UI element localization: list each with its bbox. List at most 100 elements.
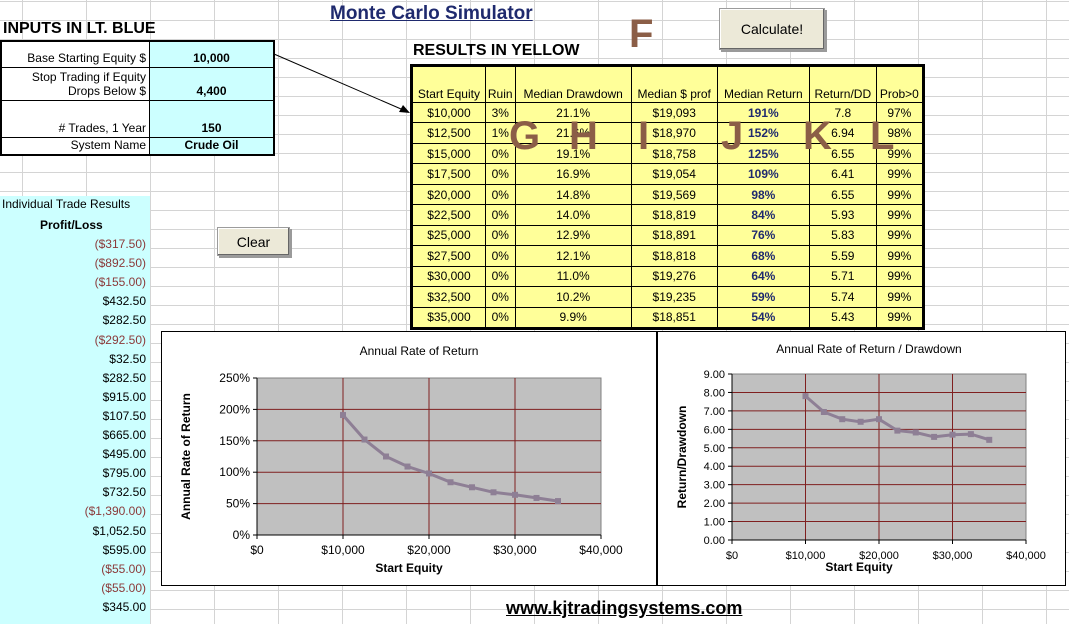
results-cell[interactable]: 5.83 xyxy=(808,224,877,247)
trade-result-cell[interactable]: $915.00 xyxy=(102,389,146,404)
results-cell[interactable]: 16.9% xyxy=(514,163,632,185)
results-cell[interactable]: 99% xyxy=(875,163,924,185)
results-cell[interactable]: $19,054 xyxy=(630,163,718,185)
results-cell[interactable]: 84% xyxy=(716,204,810,226)
results-cell[interactable]: 99% xyxy=(875,265,924,288)
results-cell[interactable]: 54% xyxy=(716,306,810,329)
base-equity-label: Base Starting Equity $ xyxy=(2,42,150,67)
data-point xyxy=(894,427,901,434)
results-cell[interactable]: 68% xyxy=(716,245,810,267)
results-cell[interactable]: 0% xyxy=(484,286,516,308)
results-cell[interactable]: 0% xyxy=(484,142,516,165)
results-cell[interactable]: 9.9% xyxy=(514,306,632,329)
results-cell[interactable]: $35,000 xyxy=(412,306,486,329)
results-cell[interactable]: $10,000 xyxy=(412,101,486,124)
trade-result-cell[interactable]: $345.00 xyxy=(102,599,146,614)
results-header-cell: Return/DD xyxy=(808,66,877,103)
results-cell[interactable]: 109% xyxy=(716,163,810,185)
results-cell[interactable]: 11.0% xyxy=(514,265,632,288)
results-cell[interactable]: 99% xyxy=(875,245,924,267)
system-name-input[interactable]: Crude Oil xyxy=(150,138,273,154)
results-cell[interactable]: 0% xyxy=(484,183,516,206)
results-cell[interactable]: 21.6% xyxy=(514,122,632,144)
results-cell[interactable]: $19,235 xyxy=(630,286,718,308)
trade-result-cell[interactable]: ($55.00) xyxy=(101,580,146,595)
trade-result-cell[interactable]: ($892.50) xyxy=(94,256,146,271)
results-cell[interactable]: 0% xyxy=(484,204,516,226)
results-cell[interactable]: $19,569 xyxy=(630,183,718,206)
trade-result-cell[interactable]: ($292.50) xyxy=(94,332,146,347)
results-cell[interactable]: $12,500 xyxy=(412,122,486,144)
results-cell[interactable]: 14.0% xyxy=(514,204,632,226)
results-cell[interactable]: $27,500 xyxy=(412,245,486,267)
trade-result-cell[interactable]: ($55.00) xyxy=(101,561,146,576)
results-cell[interactable]: 5.71 xyxy=(808,265,877,288)
clear-button[interactable]: Clear xyxy=(217,227,290,256)
calculate-button[interactable]: Calculate! xyxy=(719,8,825,50)
results-cell[interactable]: 5.93 xyxy=(808,204,877,226)
results-cell[interactable]: 98% xyxy=(716,183,810,206)
results-cell[interactable]: $30,000 xyxy=(412,265,486,288)
results-cell[interactable]: 0% xyxy=(484,306,516,329)
results-cell[interactable]: $18,851 xyxy=(630,306,718,329)
results-cell[interactable]: 0% xyxy=(484,163,516,185)
results-cell[interactable]: 0% xyxy=(484,224,516,247)
results-cell[interactable]: 6.55 xyxy=(808,183,877,206)
results-cell[interactable]: $20,000 xyxy=(412,183,486,206)
results-cell[interactable]: 5.43 xyxy=(808,306,877,329)
trade-result-cell[interactable]: $282.50 xyxy=(102,370,146,385)
trade-result-cell[interactable]: $32.50 xyxy=(109,351,146,366)
website-link[interactable]: www.kjtradingsystems.com xyxy=(506,598,743,618)
results-cell[interactable]: $17,500 xyxy=(412,163,486,185)
results-cell[interactable]: 12.9% xyxy=(514,224,632,247)
trades-input[interactable]: 150 xyxy=(150,101,273,137)
trade-result-cell[interactable]: $665.00 xyxy=(102,428,146,442)
results-cell[interactable]: 99% xyxy=(875,306,924,329)
trade-result-cell[interactable]: $595.00 xyxy=(102,542,146,557)
results-cell[interactable]: $25,000 xyxy=(412,224,486,247)
trade-result-cell[interactable]: ($155.00) xyxy=(94,275,146,290)
results-cell[interactable]: $15,000 xyxy=(412,142,486,165)
results-cell[interactable]: 5.59 xyxy=(808,245,877,267)
results-cell[interactable]: 0% xyxy=(484,245,516,267)
stop-equity-input[interactable]: 4,400 xyxy=(150,68,273,100)
results-row: $22,500 0% 14.0% $18,819 84% 5.93 99% xyxy=(412,204,924,226)
results-cell[interactable]: 99% xyxy=(875,286,924,308)
results-cell[interactable]: 14.8% xyxy=(514,183,632,206)
results-cell[interactable]: 97% xyxy=(875,101,924,124)
results-cell[interactable]: 152% xyxy=(716,122,810,144)
trade-result-cell[interactable]: $107.50 xyxy=(102,408,146,423)
results-cell[interactable]: 6.41 xyxy=(808,163,877,185)
chart-return-drawdown[interactable]: Annual Rate of Return / Drawdown 0.00 1.00… xyxy=(657,331,1066,586)
trade-result-cell[interactable]: $282.50 xyxy=(102,313,146,328)
trade-result-cell[interactable]: $732.50 xyxy=(102,485,146,500)
base-equity-input[interactable]: 10,000 xyxy=(150,42,273,67)
results-cell[interactable]: 7.8 xyxy=(808,101,877,124)
results-cell[interactable]: 12.1% xyxy=(514,245,632,267)
trade-result-cell[interactable]: $432.50 xyxy=(102,294,146,309)
results-cell[interactable]: $19,276 xyxy=(630,265,718,288)
results-cell[interactable]: 99% xyxy=(875,204,924,226)
results-cell[interactable]: 98% xyxy=(875,122,924,144)
results-cell[interactable]: $18,970 xyxy=(630,122,718,144)
results-cell[interactable]: $18,891 xyxy=(630,224,718,247)
results-cell[interactable]: $18,819 xyxy=(630,204,718,226)
results-cell[interactable]: 0% xyxy=(484,265,516,288)
trade-result-cell[interactable]: $795.00 xyxy=(102,466,146,481)
trade-result-cell[interactable]: $1,052.50 xyxy=(92,523,146,538)
results-cell[interactable]: 99% xyxy=(875,224,924,247)
chart-annual-return[interactable]: Annual Rate of Return 0% 50% 100% 150% 200% 25… xyxy=(161,331,657,586)
results-cell[interactable]: 64% xyxy=(716,265,810,288)
results-cell[interactable]: 59% xyxy=(716,286,810,308)
results-cell[interactable]: 99% xyxy=(875,183,924,206)
results-cell[interactable]: 10.2% xyxy=(514,286,632,308)
results-cell[interactable]: $22,500 xyxy=(412,204,486,226)
results-cell[interactable]: $32,500 xyxy=(412,286,486,308)
results-cell[interactable]: 5.74 xyxy=(808,286,877,308)
results-cell[interactable]: $18,818 xyxy=(630,245,718,267)
data-point xyxy=(876,416,882,423)
results-cell[interactable]: 76% xyxy=(716,224,810,247)
trade-result-cell[interactable]: ($1,390.00) xyxy=(84,504,146,519)
trade-result-cell[interactable]: $495.00 xyxy=(102,447,146,462)
trade-result-cell[interactable]: ($317.50) xyxy=(94,237,146,251)
